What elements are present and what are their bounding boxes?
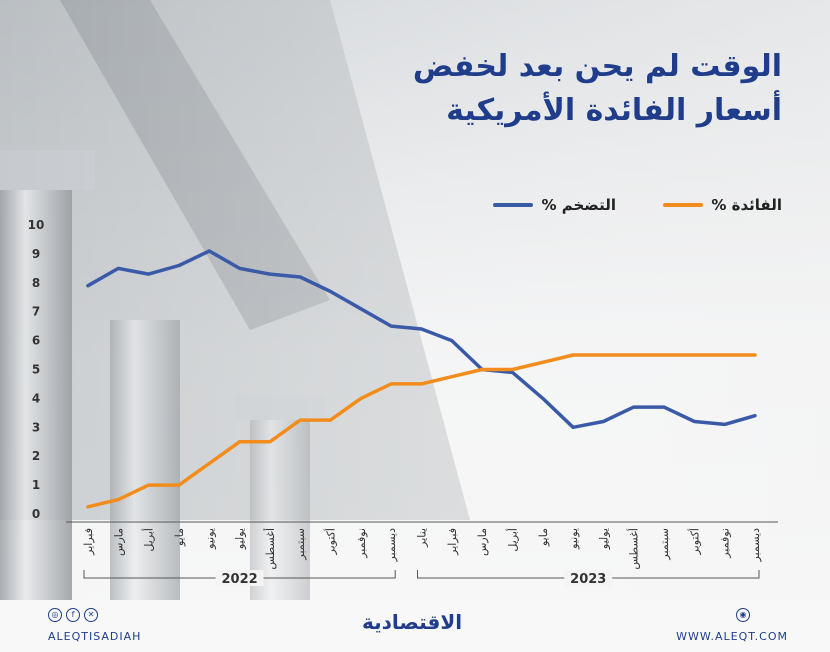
- x-tick-label: أغسطس: [627, 528, 641, 570]
- x-tick-label: فبراير: [446, 528, 459, 556]
- x-tick-label: فبراير: [82, 528, 95, 556]
- x-tick-label: سبتمبر: [294, 528, 307, 561]
- website-link[interactable]: WWW.ALEQT.COM: [676, 630, 788, 643]
- legend-swatch-rate: [663, 203, 704, 207]
- instagram-icon[interactable]: ◎: [48, 608, 62, 622]
- globe-icon[interactable]: ◉: [736, 608, 750, 622]
- y-tick-label: 9: [32, 247, 40, 261]
- y-tick-label: 2: [32, 449, 40, 463]
- y-tick-label: 0: [32, 507, 40, 521]
- line-chart: 0 1 2 3 4 5 6 7 8 9 10 فبراير مارس أبريل مايو يونيو يولي…: [28, 218, 778, 587]
- y-tick-label: 1: [32, 478, 40, 492]
- x-tick-label: أبريل: [142, 528, 156, 552]
- x-tick-label: نوفمبر: [355, 528, 368, 559]
- y-tick-label: 4: [32, 391, 40, 405]
- chart-title-line2: أسعار الفائدة الأمريكية: [446, 93, 782, 128]
- x-tick-label: يونيو: [203, 528, 216, 550]
- x-tick-label: مايو: [537, 528, 550, 547]
- legend-item-rate: الفائدة %: [663, 196, 782, 214]
- x-tick-label: أبريل: [505, 528, 519, 552]
- x-tick-label: سبتمبر: [658, 528, 671, 561]
- x-tick-label: أغسطس: [263, 528, 277, 570]
- x-tick-label: ديسمبر: [385, 528, 398, 563]
- y-tick-label: 8: [32, 276, 40, 290]
- chart-title-line1: الوقت لم يحن بعد لخفض: [412, 49, 782, 84]
- x-tick-label: أكتوبر: [324, 528, 338, 555]
- series-line-inflation: [86, 249, 757, 430]
- legend-item-inflation: التضخم %: [493, 196, 616, 214]
- facebook-icon[interactable]: f: [66, 608, 80, 622]
- y-tick-label: 7: [32, 305, 40, 319]
- x-tick-label: يوليو: [597, 528, 610, 550]
- x-tick-label: يونيو: [567, 528, 580, 550]
- legend-label-inflation: التضخم %: [541, 196, 616, 214]
- x-tick-label: يوليو: [234, 528, 247, 550]
- series-line-rate: [86, 353, 757, 509]
- social-handle[interactable]: ALEQTISADIAH: [48, 630, 142, 643]
- x-tick-label: مارس: [112, 528, 125, 556]
- year-label: 2023: [570, 572, 606, 587]
- x-icon[interactable]: ✕: [84, 608, 98, 622]
- y-tick-label: 3: [32, 420, 40, 434]
- brand-logo: الاقتصادية: [362, 610, 463, 634]
- x-tick-label: مايو: [173, 528, 186, 547]
- legend-label-rate: الفائدة %: [711, 196, 782, 214]
- x-tick-label: مارس: [476, 528, 489, 556]
- legend-swatch-inflation: [493, 203, 534, 207]
- x-tick-label: نوفمبر: [719, 528, 732, 559]
- y-tick-label: 10: [28, 218, 45, 232]
- x-tick-label: ديسمبر: [749, 528, 762, 563]
- year-label: 2022: [221, 572, 257, 587]
- y-tick-label: 5: [32, 363, 40, 377]
- x-tick-label: يناير: [416, 528, 429, 548]
- x-tick-label: أكتوبر: [687, 528, 701, 555]
- y-tick-label: 6: [32, 334, 40, 348]
- year-label-bg: [215, 570, 264, 586]
- year-label-bg: [564, 570, 613, 586]
